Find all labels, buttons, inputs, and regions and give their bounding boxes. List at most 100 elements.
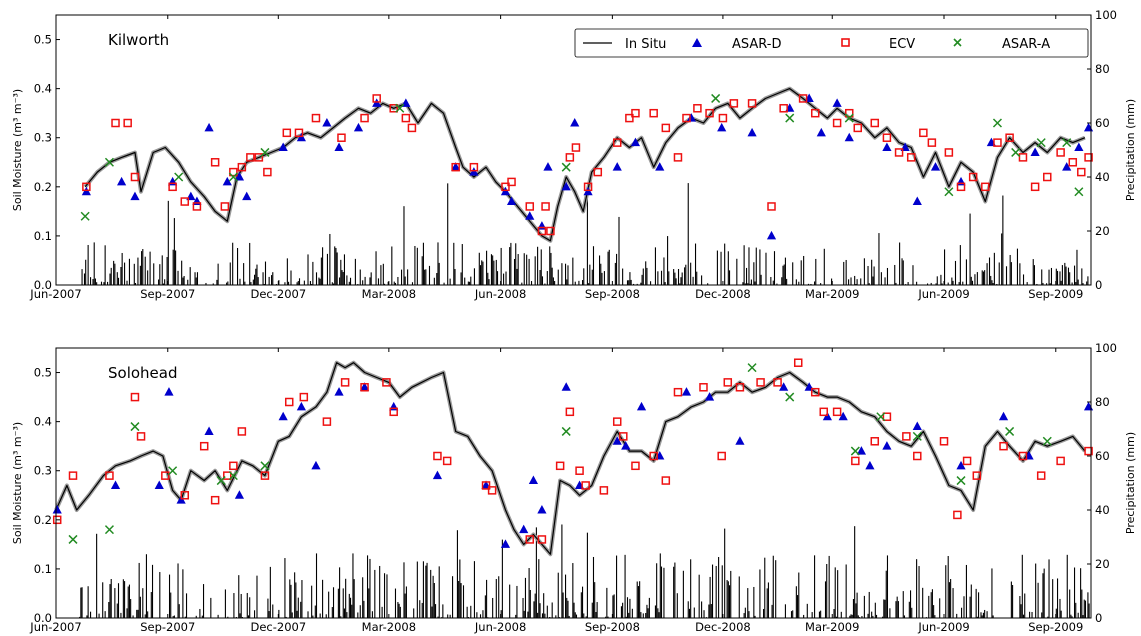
asar-d-point <box>747 127 757 137</box>
precipitation-bar <box>824 581 827 618</box>
ecv-point <box>161 471 170 480</box>
y2-tick-label: 100 <box>1095 341 1117 355</box>
precipitation-bar <box>177 270 179 285</box>
precipitation-bar <box>487 272 489 285</box>
precipitation-bar <box>637 586 639 618</box>
ecv-point <box>810 387 820 397</box>
legend-asar-d-marker <box>692 38 702 47</box>
ecv-point <box>575 466 584 475</box>
precipitation-bar <box>430 569 432 618</box>
ecv-point <box>1084 153 1093 162</box>
asar-a-point <box>1005 426 1015 436</box>
precipitation-bar <box>568 615 570 618</box>
ecv-point <box>631 108 640 118</box>
precipitation-bar <box>1033 265 1035 285</box>
asar-d-point <box>311 460 321 470</box>
precipitation-bar <box>654 247 656 285</box>
asar-a-point <box>1062 138 1072 148</box>
precipitation-bar <box>295 582 297 618</box>
precipitation-bar <box>435 604 437 618</box>
ecv-point <box>661 476 671 485</box>
precipitation-bar <box>96 533 98 618</box>
asar-d-point <box>500 539 511 548</box>
precipitation-bar <box>1012 585 1014 618</box>
precipitation-bar <box>886 555 889 618</box>
precipitation-bar <box>710 604 712 618</box>
precipitation-bar <box>688 608 690 618</box>
precipitation-bar <box>981 615 983 618</box>
precipitation-bar <box>1073 265 1076 285</box>
precipitation-bar <box>120 266 122 285</box>
precipitation-bar <box>624 554 626 618</box>
precipitation-bar <box>162 283 164 285</box>
precipitation-bar <box>153 263 155 285</box>
y2-tick-label: 20 <box>1095 224 1110 238</box>
precipitation-bar <box>776 283 778 285</box>
precipitation-bar <box>747 283 749 285</box>
asar-d-point <box>865 460 875 470</box>
precipitation-bar <box>394 282 397 285</box>
asar-a-point <box>104 525 114 535</box>
asar-a-point <box>168 466 178 476</box>
ecv-point <box>793 358 803 367</box>
asar-d-point <box>956 460 966 470</box>
ecv-point <box>968 172 978 182</box>
x-tick-label: Mar-2009 <box>805 620 859 634</box>
precipitation-bar <box>422 561 424 618</box>
precipitation-bar <box>826 564 828 618</box>
precipitation-bar <box>744 607 746 618</box>
precipitation-bar <box>447 183 449 285</box>
precipitation-bar <box>902 260 904 285</box>
precipitation-bar <box>947 556 949 618</box>
ecv-point <box>729 99 739 108</box>
precipitation-bar <box>856 279 858 285</box>
x-tick-label: Sep-2008 <box>585 620 640 634</box>
precipitation-bar <box>554 281 556 285</box>
precipitation-bar <box>1021 554 1023 618</box>
precipitation-bar <box>591 269 593 285</box>
precipitation-bar <box>139 265 141 285</box>
legend-ecv-marker <box>841 38 850 47</box>
precipitation-bar <box>642 268 644 285</box>
precipitation-bar <box>969 596 971 618</box>
ecv-point <box>507 177 516 187</box>
precipitation-bar <box>399 606 401 618</box>
ecv-point <box>130 392 140 402</box>
precipitation-bar <box>199 608 201 618</box>
precipitation-bar <box>760 274 762 285</box>
precipitation-bar <box>312 615 314 618</box>
asar-d-point <box>561 382 571 391</box>
precipitation-bar <box>268 611 270 618</box>
precipitation-bar <box>346 612 348 618</box>
precipitation-bar <box>535 527 537 618</box>
precipitation-bar <box>727 581 729 618</box>
precipitation-bar <box>255 268 257 285</box>
asar-a-point <box>260 147 270 157</box>
precipitation-bar <box>1024 593 1026 618</box>
ecv-point <box>581 481 590 490</box>
precipitation-bar <box>117 583 120 618</box>
precipitation-bar <box>555 615 557 618</box>
precipitation-bar <box>951 277 953 285</box>
precipitation-bar <box>326 253 328 285</box>
ecv-point <box>229 461 238 471</box>
precipitation-bar <box>896 596 898 618</box>
precipitation-bar <box>403 206 405 285</box>
ecv-point <box>372 94 381 103</box>
asar-d-point <box>1083 401 1094 411</box>
precipitation-bar <box>1061 265 1063 285</box>
precipitation-bar <box>349 597 352 618</box>
precipitation-bar <box>161 255 163 285</box>
precipitation-bar <box>354 258 356 285</box>
asar-a-point <box>395 103 405 113</box>
precipitation-bar <box>139 596 141 618</box>
y2-tick-label: 100 <box>1095 8 1117 22</box>
precipitation-bar <box>307 254 309 285</box>
precipitation-bar <box>1084 600 1087 618</box>
precipitation-bar <box>454 268 456 285</box>
precipitation-bar <box>503 273 505 285</box>
precipitation-bar <box>296 282 298 285</box>
asar-d-point <box>537 505 547 514</box>
precipitation-bar <box>845 564 847 618</box>
precipitation-bar <box>798 281 800 285</box>
